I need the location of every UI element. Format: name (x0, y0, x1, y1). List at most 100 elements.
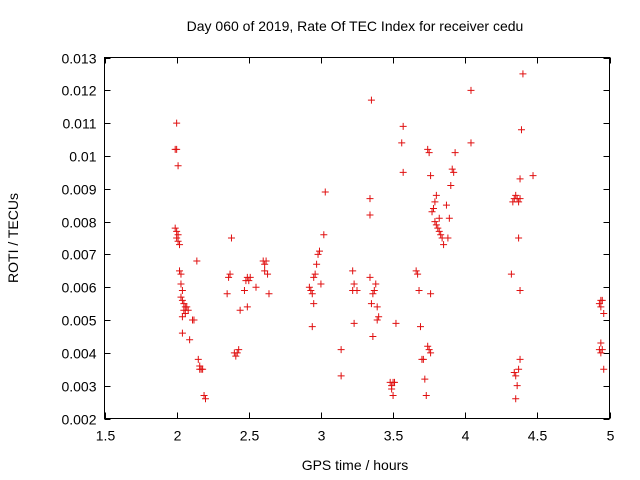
data-point (424, 342, 432, 350)
data-point (174, 237, 182, 245)
data-point (428, 208, 436, 216)
data-point (399, 168, 407, 176)
data-point (373, 303, 381, 311)
x-tick-label: 4.5 (528, 428, 548, 444)
data-point (507, 270, 515, 278)
data-point (372, 280, 380, 288)
data-point (398, 139, 406, 147)
data-point (236, 306, 244, 314)
data-point (311, 270, 319, 278)
data-point (173, 234, 181, 242)
data-point (252, 283, 260, 291)
y-tick-label: 0.004 (61, 346, 96, 362)
data-point (223, 290, 231, 298)
data-point (598, 346, 606, 354)
data-point (419, 355, 427, 363)
data-point (261, 260, 269, 268)
y-tick-label: 0.01 (69, 149, 96, 165)
data-point (515, 198, 523, 206)
data-point (412, 267, 420, 275)
data-point (434, 224, 442, 232)
data-point (200, 392, 208, 400)
data-point (447, 181, 455, 189)
data-point (427, 172, 435, 180)
data-point (337, 346, 345, 354)
x-tick-label: 5 (607, 428, 615, 444)
y-tick-label: 0.011 (63, 116, 97, 132)
data-point (186, 336, 194, 344)
data-point (350, 319, 358, 327)
data-point (310, 300, 318, 308)
data-point (317, 280, 325, 288)
x-tick-label: 4 (462, 428, 470, 444)
data-point (597, 339, 605, 347)
data-point (178, 296, 186, 304)
data-point (176, 241, 184, 249)
y-tick-label: 0.002 (61, 412, 96, 428)
chart-title: Day 060 of 2019, Rate Of TEC Index for r… (187, 18, 524, 34)
data-point (450, 168, 458, 176)
data-point (233, 349, 241, 357)
data-point (227, 234, 235, 242)
data-point (425, 149, 433, 157)
data-point (512, 395, 520, 403)
data-point (310, 273, 318, 281)
data-point (261, 267, 269, 275)
data-point (399, 122, 407, 130)
data-point (467, 139, 475, 147)
y-axis-label: ROTI / TECUs (5, 193, 21, 283)
data-point (435, 227, 443, 235)
data-point (597, 303, 605, 311)
data-point (180, 306, 188, 314)
data-point (235, 346, 243, 354)
data-point (193, 257, 201, 265)
data-point (265, 290, 273, 298)
data-point (448, 165, 456, 173)
data-point (515, 234, 523, 242)
data-point (416, 323, 424, 331)
y-tick-label: 0.006 (61, 280, 96, 296)
data-point (305, 283, 313, 291)
data-point (245, 277, 253, 285)
data-point (598, 296, 606, 304)
data-point (516, 195, 524, 203)
data-point (442, 201, 450, 209)
data-point (308, 323, 316, 331)
data-point (349, 267, 357, 275)
data-point (425, 346, 433, 354)
data-point (467, 86, 475, 94)
x-tick-label: 3 (318, 428, 326, 444)
data-point (366, 273, 374, 281)
data-point (226, 270, 234, 278)
data-point (414, 270, 422, 278)
y-tick-label: 0.009 (61, 182, 96, 198)
data-point (174, 162, 182, 170)
data-point (432, 191, 440, 199)
data-point (353, 287, 361, 295)
data-point (517, 126, 525, 134)
y-tick-label: 0.012 (61, 83, 96, 99)
data-point (366, 211, 374, 219)
data-point (308, 290, 316, 298)
data-point (440, 241, 448, 249)
data-point (194, 355, 202, 363)
data-point (243, 303, 251, 311)
y-tick-label: 0.008 (61, 215, 96, 231)
data-point (510, 369, 518, 377)
data-point (315, 247, 323, 255)
y-axis: 0.002 0.003 0.004 0.005 0.006 0.007 0.008 0.009… (61, 51, 610, 428)
data-point (431, 198, 439, 206)
data-point (600, 365, 608, 373)
data-point (375, 313, 383, 321)
data-point (190, 316, 198, 324)
data-point (529, 172, 537, 180)
data-point (177, 280, 185, 288)
data-point (174, 231, 182, 239)
data-point (321, 188, 329, 196)
data-point (444, 234, 452, 242)
data-point (173, 227, 181, 235)
data-point (437, 231, 445, 239)
data-point (422, 392, 430, 400)
plot-frame (104, 57, 610, 419)
